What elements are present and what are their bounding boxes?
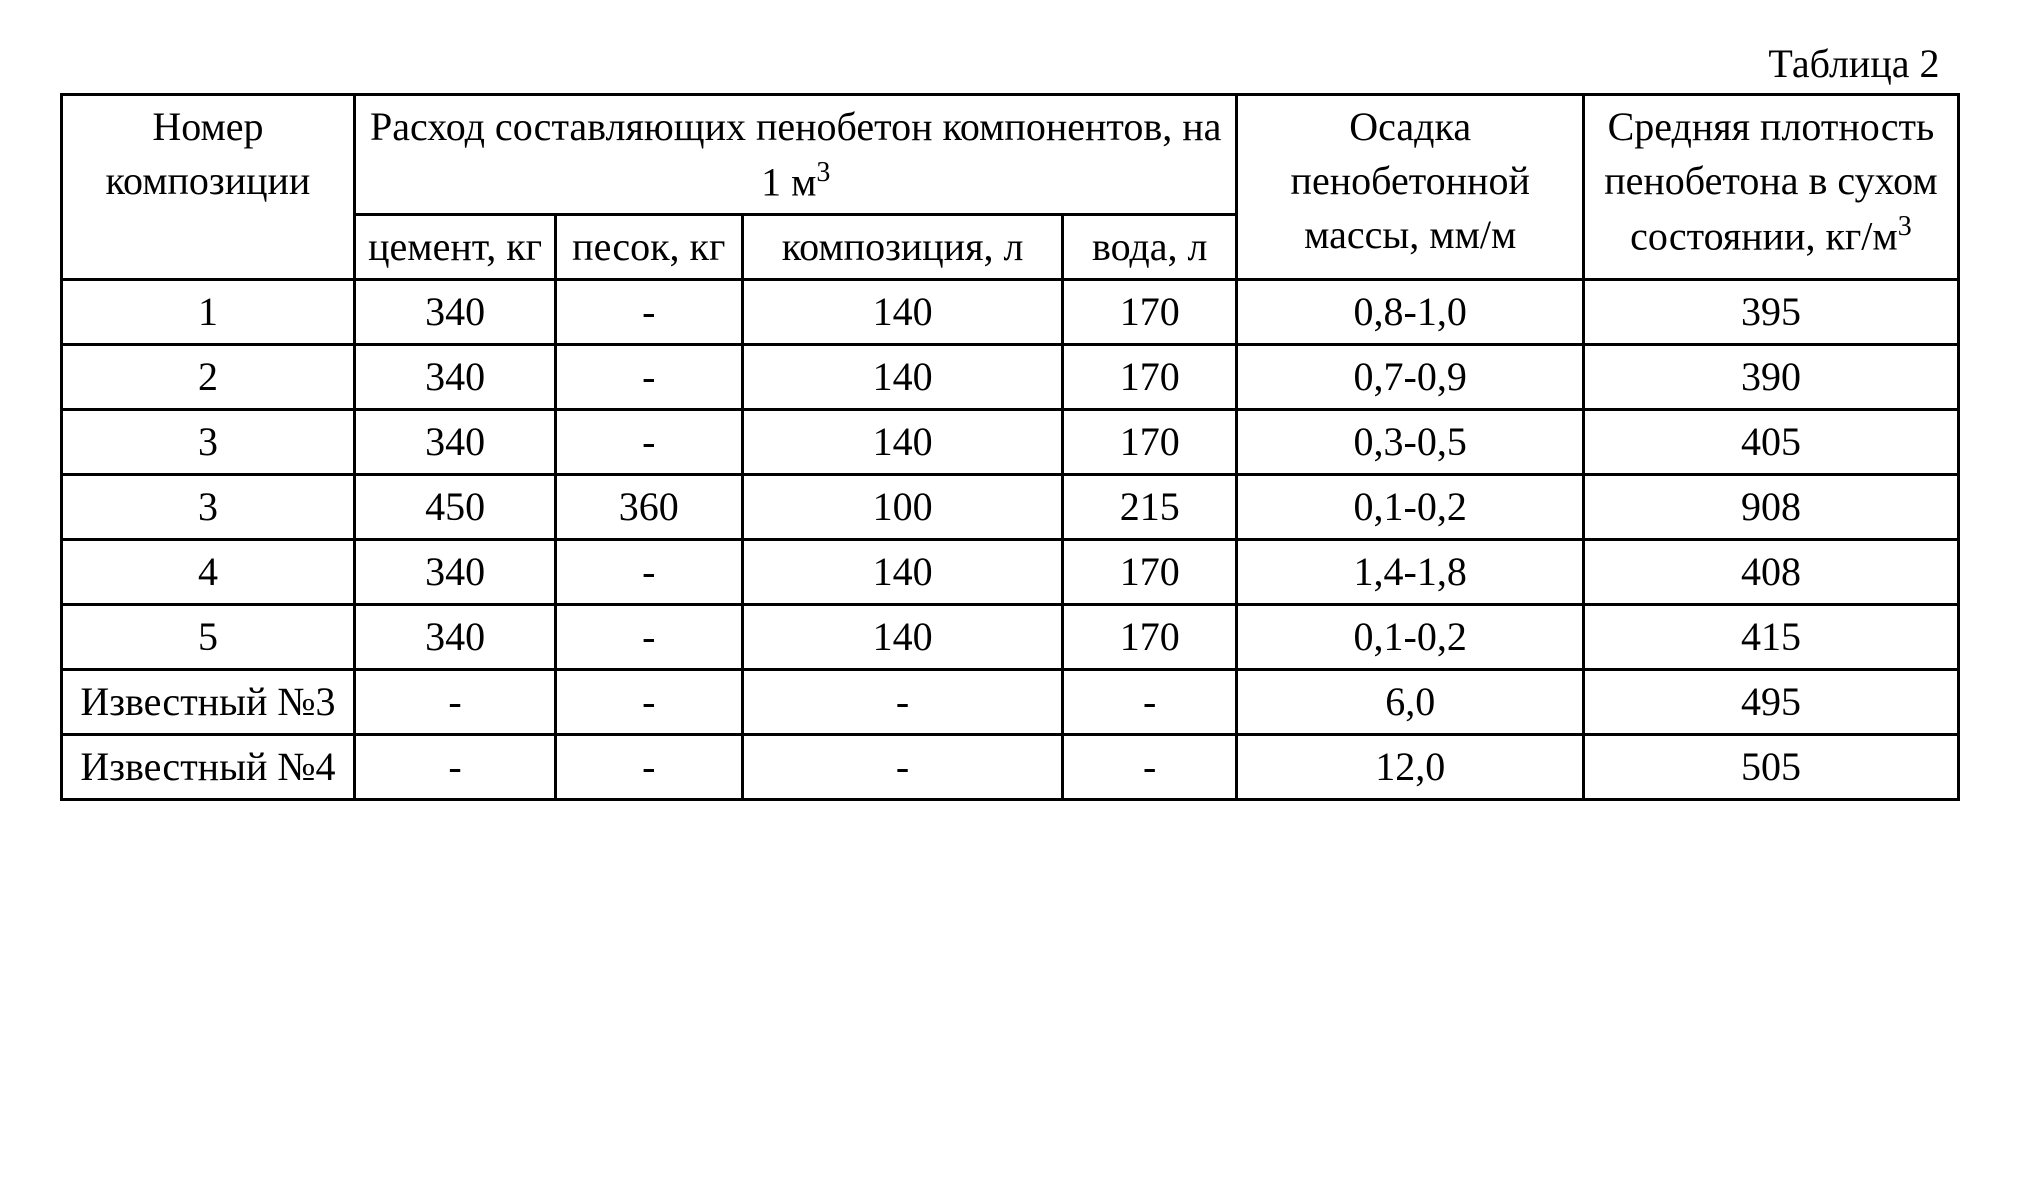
cell-id: 2: [61, 345, 355, 410]
cell-sand: -: [555, 670, 742, 735]
cell-composition: 100: [742, 475, 1063, 540]
header-density-text: Средняя плотность пенобетона в сухом сос…: [1604, 104, 1937, 258]
header-consumption-text: Расход составляющих пенобетон компоненто…: [370, 104, 1221, 204]
cell-sand: -: [555, 605, 742, 670]
cell-composition: -: [742, 670, 1063, 735]
cell-composition: 140: [742, 540, 1063, 605]
cell-cement: 450: [355, 475, 555, 540]
cell-sand: 360: [555, 475, 742, 540]
table-row: 1 340 - 140 170 0,8-1,0 395: [61, 280, 1958, 345]
header-density-sup: 3: [1898, 211, 1912, 242]
cell-id: 5: [61, 605, 355, 670]
cell-slump: 0,7-0,9: [1237, 345, 1584, 410]
cell-water: 170: [1063, 540, 1237, 605]
cell-cement: 340: [355, 280, 555, 345]
table-row: 4 340 - 140 170 1,4-1,8 408: [61, 540, 1958, 605]
cell-water: 170: [1063, 605, 1237, 670]
cell-cement: 340: [355, 605, 555, 670]
cell-composition: 140: [742, 345, 1063, 410]
cell-id: Известный №4: [61, 735, 355, 800]
cell-composition: 140: [742, 410, 1063, 475]
cell-cement: -: [355, 735, 555, 800]
header-sand: песок, кг: [555, 215, 742, 280]
cell-sand: -: [555, 345, 742, 410]
cell-sand: -: [555, 410, 742, 475]
table-body: 1 340 - 140 170 0,8-1,0 395 2 340 - 140 …: [61, 280, 1958, 800]
cell-density: 415: [1584, 605, 1958, 670]
cell-id: 4: [61, 540, 355, 605]
cell-water: 170: [1063, 345, 1237, 410]
cell-density: 495: [1584, 670, 1958, 735]
header-consumption-sup: 3: [816, 157, 830, 188]
table-row: Известный №3 - - - - 6,0 495: [61, 670, 1958, 735]
header-density: Средняя плотность пенобетона в сухом сос…: [1584, 95, 1958, 280]
cell-sand: -: [555, 540, 742, 605]
header-id: Номер композиции: [61, 95, 355, 280]
table-row: 3 450 360 100 215 0,1-0,2 908: [61, 475, 1958, 540]
header-cement: цемент, кг: [355, 215, 555, 280]
cell-density: 908: [1584, 475, 1958, 540]
cell-density: 405: [1584, 410, 1958, 475]
cell-slump: 0,3-0,5: [1237, 410, 1584, 475]
cell-water: -: [1063, 670, 1237, 735]
cell-water: -: [1063, 735, 1237, 800]
cell-cement: 340: [355, 410, 555, 475]
header-consumption-group: Расход составляющих пенобетон компоненто…: [355, 95, 1237, 215]
cell-sand: -: [555, 735, 742, 800]
header-row-1: Номер композиции Расход составляющих пен…: [61, 95, 1958, 215]
cell-slump: 0,1-0,2: [1237, 475, 1584, 540]
table-caption: Таблица 2: [60, 40, 1960, 87]
cell-id: 1: [61, 280, 355, 345]
cell-density: 505: [1584, 735, 1958, 800]
cell-cement: 340: [355, 345, 555, 410]
cell-cement: -: [355, 670, 555, 735]
cell-cement: 340: [355, 540, 555, 605]
cell-composition: -: [742, 735, 1063, 800]
cell-composition: 140: [742, 280, 1063, 345]
cell-density: 390: [1584, 345, 1958, 410]
cell-slump: 1,4-1,8: [1237, 540, 1584, 605]
table-row: 2 340 - 140 170 0,7-0,9 390: [61, 345, 1958, 410]
cell-composition: 140: [742, 605, 1063, 670]
table-row: 5 340 - 140 170 0,1-0,2 415: [61, 605, 1958, 670]
cell-water: 170: [1063, 410, 1237, 475]
cell-water: 170: [1063, 280, 1237, 345]
cell-slump: 12,0: [1237, 735, 1584, 800]
cell-slump: 0,1-0,2: [1237, 605, 1584, 670]
cell-sand: -: [555, 280, 742, 345]
header-composition: композиция, л: [742, 215, 1063, 280]
table-row: Известный №4 - - - - 12,0 505: [61, 735, 1958, 800]
cell-id: 3: [61, 410, 355, 475]
cell-density: 408: [1584, 540, 1958, 605]
header-slump: Осадка пенобетонной массы, мм/м: [1237, 95, 1584, 280]
data-table: Номер композиции Расход составляющих пен…: [60, 93, 1960, 801]
table-row: 3 340 - 140 170 0,3-0,5 405: [61, 410, 1958, 475]
cell-density: 395: [1584, 280, 1958, 345]
cell-id: Известный №3: [61, 670, 355, 735]
header-water: вода, л: [1063, 215, 1237, 280]
cell-id: 3: [61, 475, 355, 540]
cell-slump: 6,0: [1237, 670, 1584, 735]
cell-water: 215: [1063, 475, 1237, 540]
cell-slump: 0,8-1,0: [1237, 280, 1584, 345]
